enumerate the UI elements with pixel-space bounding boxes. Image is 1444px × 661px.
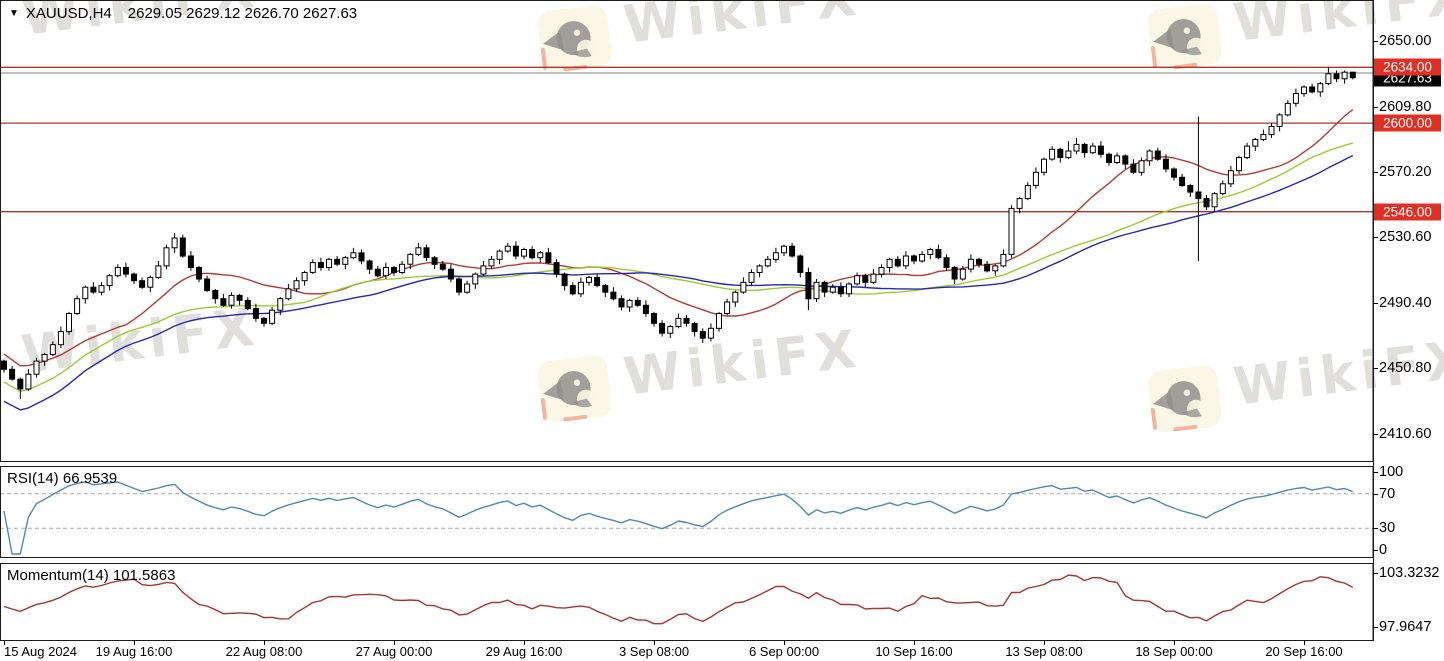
time-axis-tick bbox=[524, 641, 525, 645]
time-axis-tick bbox=[1174, 641, 1175, 645]
momentum-axis-label: 97.9647 bbox=[1372, 619, 1432, 635]
time-axis-label: 3 Sep 08:00 bbox=[618, 644, 690, 659]
time-axis-tick bbox=[264, 641, 265, 645]
price-axis-label: 2609.80 bbox=[1372, 99, 1432, 115]
symbol-period-label: XAUUSD,H4 bbox=[25, 5, 112, 22]
price-level-badge: 2546.00 bbox=[1374, 203, 1441, 221]
time-axis-tick bbox=[784, 641, 785, 645]
ohlc-readout: ▼ XAUUSD,H4 2629.05 2629.12 2626.70 2627… bbox=[9, 5, 357, 22]
momentum-panel[interactable] bbox=[0, 563, 1374, 641]
price-axis-label: 2650.00 bbox=[1372, 33, 1432, 49]
rsi-panel[interactable] bbox=[0, 466, 1374, 558]
wikifx-logo-icon bbox=[1146, 2, 1224, 77]
time-axis-tick bbox=[4, 641, 5, 645]
time-axis-tick bbox=[914, 641, 915, 645]
rsi-axis-label: 70 bbox=[1372, 485, 1396, 502]
time-axis-label: 22 Aug 08:00 bbox=[225, 644, 303, 659]
main-chart-panel[interactable] bbox=[0, 0, 1374, 462]
time-axis-tick bbox=[654, 641, 655, 645]
price-axis-label: 2490.40 bbox=[1372, 295, 1432, 311]
time-axis-tick bbox=[1304, 641, 1305, 645]
rsi-label: RSI(14) 66.9539 bbox=[7, 470, 118, 487]
time-axis-tick bbox=[394, 641, 395, 645]
chevron-down-icon[interactable]: ▼ bbox=[9, 8, 19, 19]
wikifx-logo-icon bbox=[1146, 364, 1224, 439]
ohlc-values: 2629.05 2629.12 2626.70 2627.63 bbox=[127, 5, 358, 22]
time-axis-label: 15 Aug 2024 bbox=[4, 644, 78, 659]
price-axis-line bbox=[1373, 0, 1374, 641]
time-axis-tick bbox=[134, 641, 135, 645]
time-axis-label: 6 Sep 00:00 bbox=[748, 644, 820, 659]
wikifx-logo-icon bbox=[536, 4, 614, 79]
momentum-label: Momentum(14) 101.5863 bbox=[7, 567, 176, 584]
price-level-badge: 2634.00 bbox=[1374, 58, 1441, 76]
time-axis-label: 10 Sep 16:00 bbox=[875, 644, 953, 659]
price-axis-label: 2530.60 bbox=[1372, 229, 1432, 245]
price-axis-label: 2410.60 bbox=[1372, 426, 1432, 442]
time-axis-label: 20 Sep 16:00 bbox=[1265, 644, 1343, 659]
time-axis-label: 13 Sep 08:00 bbox=[1005, 644, 1083, 659]
time-axis-label: 29 Aug 16:00 bbox=[485, 644, 563, 659]
time-axis-label: 19 Aug 16:00 bbox=[95, 644, 173, 659]
rsi-axis-label: 30 bbox=[1372, 520, 1396, 537]
price-axis-label: 2570.20 bbox=[1372, 164, 1432, 180]
time-axis-label: 27 Aug 00:00 bbox=[355, 644, 433, 659]
momentum-axis-label: 103.3232 bbox=[1372, 565, 1440, 581]
wikifx-logo-icon bbox=[536, 354, 614, 429]
price-level-badge: 2600.00 bbox=[1374, 114, 1441, 132]
time-axis-tick bbox=[1044, 641, 1045, 645]
time-axis-label: 18 Sep 00:00 bbox=[1135, 644, 1213, 659]
rsi-axis-label: 0 bbox=[1372, 542, 1388, 558]
price-axis-label: 2450.80 bbox=[1372, 360, 1432, 376]
rsi-axis-label: 100 bbox=[1372, 464, 1404, 480]
